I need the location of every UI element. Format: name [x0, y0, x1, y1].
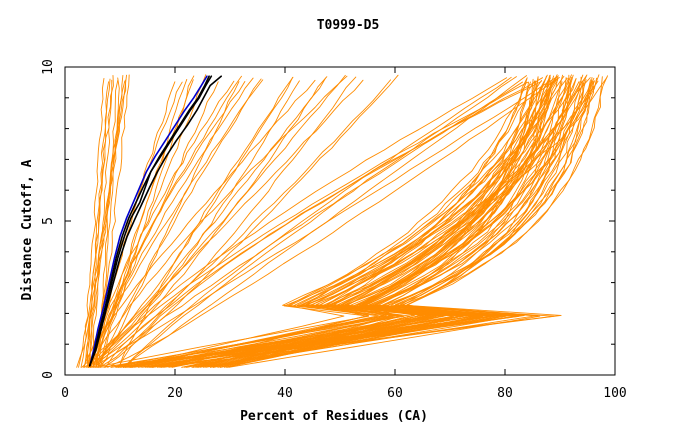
background-series-9 [87, 75, 114, 368]
background-series-41 [107, 77, 560, 368]
highlight-black-2-line [88, 75, 222, 367]
background-series-30 [89, 75, 348, 368]
x-axis-label: Percent of Residues (CA) [240, 409, 428, 424]
background-series-46 [92, 75, 559, 368]
background-series-24 [97, 78, 188, 368]
background-series-89 [148, 79, 587, 368]
background-series-63 [122, 80, 536, 368]
highlight-layer [88, 75, 222, 367]
background-series-36 [90, 79, 392, 368]
background-series-118 [131, 76, 539, 368]
background-series-44 [126, 76, 512, 368]
background-series-33 [88, 74, 346, 368]
chart-title: T0999-D5 [317, 18, 380, 33]
y-tick-label: 10 [41, 59, 56, 75]
background-series-98 [196, 76, 573, 368]
background-series-38 [87, 80, 300, 368]
background-series-5 [89, 75, 124, 368]
background-series-26 [92, 75, 242, 368]
x-tick-label: 40 [277, 386, 293, 401]
series-layer [76, 74, 608, 368]
background-series-115 [220, 79, 559, 368]
background-series-37 [84, 76, 328, 368]
highlight-blue-line [88, 75, 208, 367]
background-series-110 [171, 78, 528, 368]
background-series-35 [90, 77, 326, 368]
background-series-105 [124, 74, 564, 368]
background-series-87 [94, 80, 599, 368]
x-tick-label: 60 [387, 386, 403, 401]
background-series-45 [95, 81, 529, 368]
background-series-116 [191, 80, 584, 368]
x-tick-label: 0 [61, 386, 69, 401]
background-series-81 [228, 80, 594, 368]
background-series-48 [95, 77, 508, 368]
background-series-103 [124, 77, 528, 368]
background-series-18 [96, 81, 176, 368]
background-series-117 [226, 81, 580, 368]
highlight-black-3-line [88, 75, 213, 367]
background-series-16 [92, 74, 207, 368]
background-series-97 [111, 77, 568, 368]
background-series-114 [131, 81, 595, 368]
x-tick-label: 20 [167, 386, 183, 401]
background-series-31 [99, 76, 357, 368]
y-tick-label: 5 [41, 217, 56, 225]
background-series-86 [151, 80, 585, 368]
background-series-6 [80, 78, 105, 368]
x-tick-label: 80 [497, 386, 513, 401]
background-series-107 [129, 74, 584, 368]
background-series-112 [110, 78, 569, 368]
y-tick-label: 0 [41, 371, 56, 379]
background-series-102 [181, 74, 600, 368]
background-series-32 [87, 77, 294, 368]
tick-layer: 0 20 40 60 80 100 0 5 10 [41, 59, 627, 401]
background-series-17 [97, 75, 195, 368]
background-series-42 [123, 76, 517, 368]
x-tick-label: 100 [603, 386, 626, 401]
background-series-14 [99, 81, 240, 368]
y-axis-label: Distance Cutoff, A [20, 159, 35, 300]
background-series-28 [81, 79, 364, 368]
background-series-101 [132, 80, 551, 368]
background-series-47 [118, 81, 542, 368]
